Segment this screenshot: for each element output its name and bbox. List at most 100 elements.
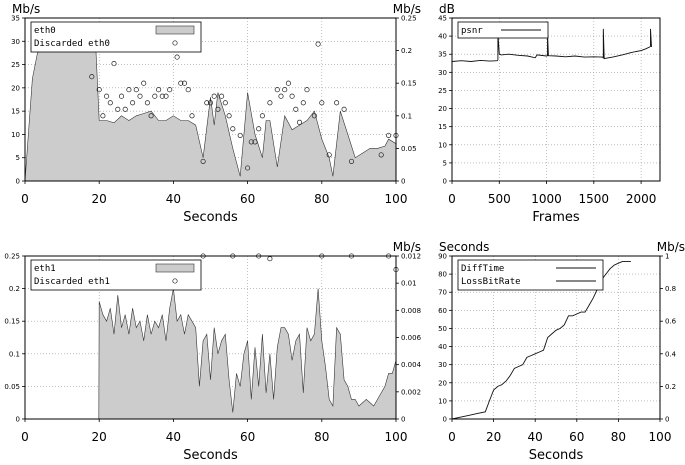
data-point — [89, 74, 95, 80]
y-tick-label-left: 90 — [438, 253, 447, 261]
data-point — [163, 93, 169, 99]
y-tick-label-left: 40 — [438, 33, 447, 41]
series-area-eth0 — [24, 41, 397, 182]
data-point — [104, 93, 110, 99]
y-tick-label-left: 0 — [16, 178, 20, 186]
y-tick-label-left: 20 — [438, 379, 447, 387]
y-tick-label-left: 10 — [438, 397, 447, 405]
data-point — [115, 106, 121, 112]
y-tick-label-right: 0.008 — [401, 307, 421, 315]
y-tick-label-right: 0.15 — [401, 80, 417, 88]
y-axis-unit-right: Mb/s — [393, 2, 421, 16]
data-point — [259, 113, 265, 119]
y-tick-label-right: 0.006 — [401, 334, 422, 342]
data-point — [189, 113, 195, 119]
data-point — [256, 126, 262, 132]
data-point — [111, 61, 117, 67]
y-tick-label-right: 0.2 — [665, 383, 676, 391]
x-tick-label: 1000 — [531, 192, 562, 206]
y-tick-label-left: 0.25 — [4, 253, 20, 261]
data-point — [219, 93, 225, 99]
plot-frame-eth0 — [24, 17, 397, 182]
data-point — [174, 54, 180, 60]
data-point — [348, 158, 355, 164]
x-tick-label: 0 — [448, 430, 456, 444]
data-point — [167, 87, 173, 93]
y-tick-label-left: 20 — [11, 84, 20, 92]
y-tick-label-right: 0.25 — [401, 15, 417, 23]
y-tick-label-left: 10 — [438, 141, 447, 149]
y-tick-label-left: 30 — [438, 361, 447, 369]
y-tick-label-right: 0.002 — [401, 388, 421, 396]
data-point — [122, 106, 128, 112]
plot-frame-psnr — [451, 17, 661, 182]
x-tick-label: 0 — [21, 192, 29, 206]
y-tick-label-right: 0.8 — [665, 285, 676, 293]
data-point — [133, 87, 139, 93]
data-point — [200, 158, 206, 164]
x-tick-label: 80 — [314, 192, 329, 206]
x-tick-label: 100 — [385, 192, 408, 206]
y-tick-label-right: 0 — [401, 416, 405, 424]
y-tick-label-right: 0.004 — [401, 361, 422, 369]
x-axis-title: Seconds — [183, 448, 238, 463]
data-point — [141, 80, 147, 86]
y-tick-label-left: 25 — [11, 61, 20, 69]
x-tick-label: 20 — [486, 430, 501, 444]
x-tick-label: 0 — [21, 430, 29, 444]
legend-swatch — [155, 263, 195, 273]
y-tick-label-left: 45 — [438, 15, 447, 23]
legend-entry-label: Discarded eth1 — [34, 277, 110, 287]
data-point — [296, 119, 303, 125]
x-tick-label: 80 — [314, 430, 329, 444]
x-tick-label: 80 — [611, 430, 626, 444]
y-tick-label-left: 35 — [11, 15, 20, 23]
data-point — [222, 100, 228, 106]
data-point — [96, 87, 102, 93]
series-area-eth1 — [98, 288, 397, 420]
x-tick-label: 0 — [448, 192, 456, 206]
y-axis-unit-right: Mb/s — [657, 240, 685, 254]
data-point — [319, 100, 325, 106]
data-point — [215, 106, 221, 112]
y-tick-label-right: 0.05 — [401, 145, 417, 153]
x-tick-label: 500 — [488, 192, 511, 206]
data-point — [248, 139, 254, 145]
data-point — [159, 93, 165, 99]
data-point — [148, 113, 154, 119]
y-tick-label-left: 70 — [438, 289, 447, 297]
data-point — [144, 100, 150, 106]
x-tick-label: 40 — [166, 192, 181, 206]
y-tick-label-left: 40 — [438, 343, 447, 351]
legend-marker — [172, 278, 178, 284]
data-point — [107, 100, 113, 106]
y-tick-label-right: 0.012 — [401, 253, 421, 261]
legend-swatch — [155, 25, 195, 35]
y-axis-unit-right: Mb/s — [393, 240, 421, 254]
x-tick-label: 40 — [166, 430, 181, 444]
y-axis-unit-left: Seconds — [439, 240, 489, 254]
y-tick-label-left: 5 — [443, 159, 447, 167]
y-axis-unit-left: dB — [439, 2, 455, 16]
data-point — [130, 100, 136, 106]
y-tick-label-left: 20 — [438, 105, 447, 113]
y-tick-label-right: 0.4 — [665, 350, 677, 358]
data-point — [245, 165, 251, 171]
data-point — [178, 80, 184, 86]
y-tick-label-right: 0.2 — [401, 47, 412, 55]
y-tick-label-left: 0.05 — [4, 383, 20, 391]
x-tick-label: 2000 — [626, 192, 657, 206]
legend-entry-label: psnr — [461, 26, 483, 36]
y-tick-label-left: 5 — [16, 154, 20, 162]
y-tick-label-right: 0.6 — [665, 318, 677, 326]
y-tick-label-left: 0.2 — [9, 285, 20, 293]
x-axis-title: Seconds — [183, 210, 238, 225]
data-point — [204, 100, 210, 106]
data-point — [211, 93, 217, 99]
y-tick-label-left: 15 — [438, 123, 447, 131]
data-point — [311, 113, 317, 119]
y-tick-label-left: 0 — [443, 178, 447, 186]
y-tick-label-right: 1 — [665, 253, 669, 261]
legend-entry-label: DiffTime — [461, 264, 504, 274]
